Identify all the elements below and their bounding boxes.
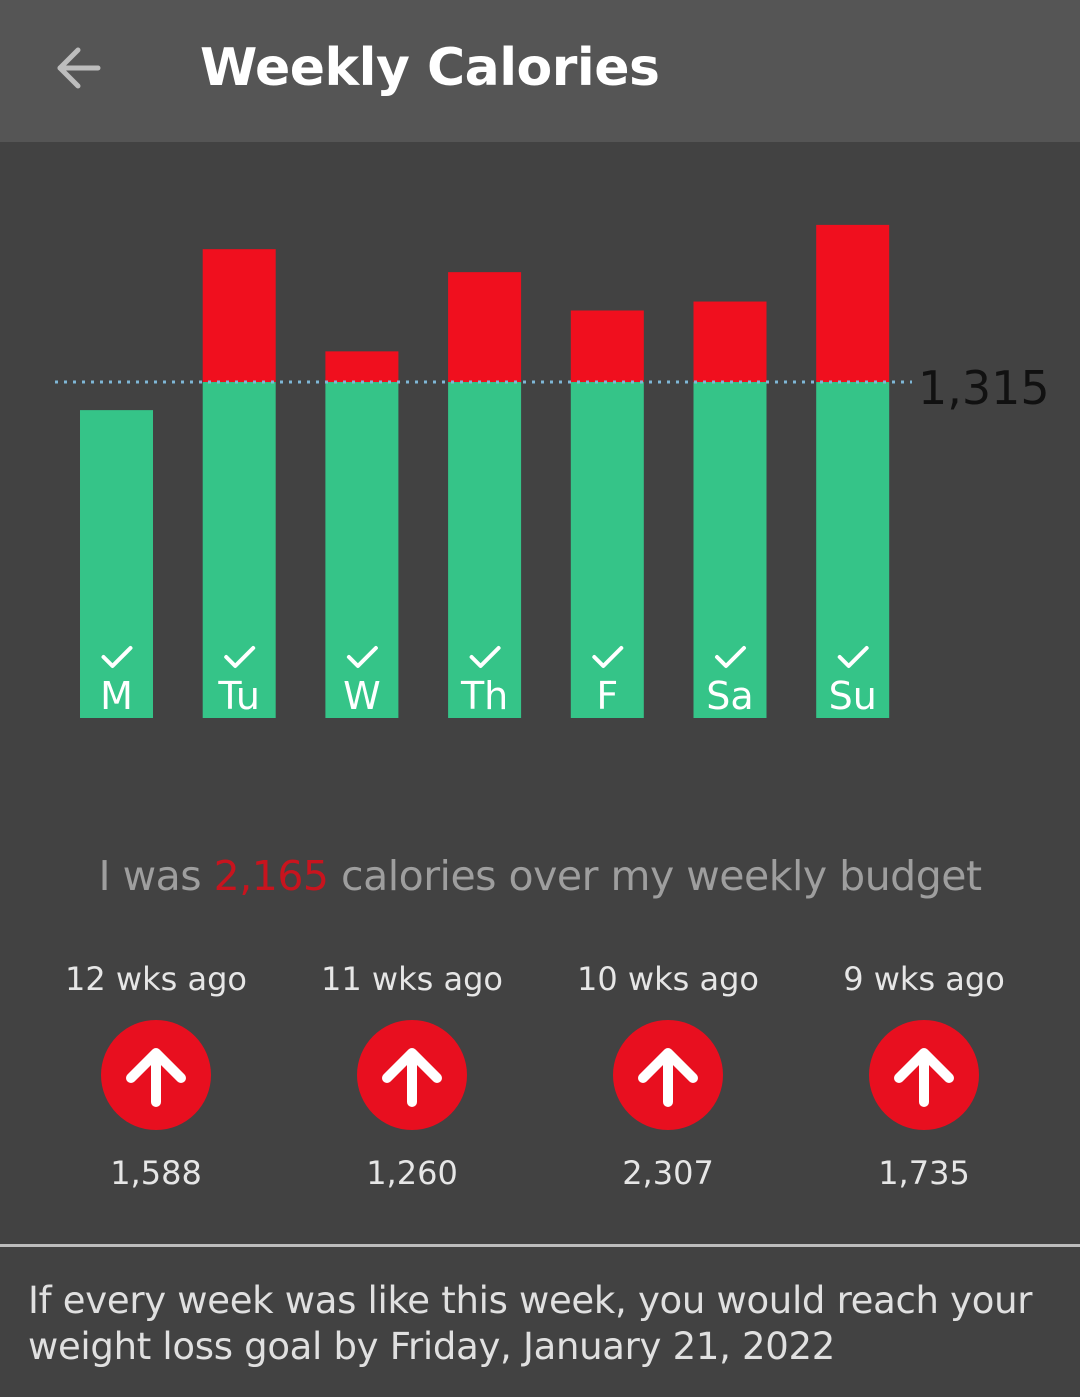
history-label: 12 wks ago [65,960,247,998]
history-label: 10 wks ago [577,960,759,998]
app-bar: Weekly Calories [0,0,1080,142]
over-budget-badge [613,1020,723,1130]
bar-under-budget-tu[interactable] [202,382,276,718]
bar-over-budget-th[interactable] [448,272,522,383]
bar-under-budget-w[interactable] [325,382,399,718]
day-label-f: F [596,674,618,718]
weekly-history: 12 wks ago 1,588 11 wks ago 1,260 10 wks… [0,960,1080,1200]
bar-over-budget-f[interactable] [570,310,644,383]
history-value: 2,307 [622,1154,714,1192]
chart-svg: M Tu W Th F Sa Su 1,315 [55,224,1050,718]
history-value: 1,588 [110,1154,202,1192]
bar-over-budget-tu[interactable] [202,249,276,383]
summary-suffix: calories over my weekly budget [328,852,982,900]
day-label-tu: Tu [217,674,260,718]
arrow-up-icon [638,1048,698,1107]
arrow-up-icon [126,1048,186,1107]
check-icon [837,646,869,668]
budget-label: 1,315 [918,361,1050,415]
bar-under-budget-th[interactable] [448,382,522,718]
check-icon [592,646,624,668]
summary-prefix: I was [98,852,214,900]
history-item-10-wks-ago[interactable]: 10 wks ago 2,307 [540,960,796,1192]
history-label: 11 wks ago [321,960,503,998]
bar-over-budget-sa[interactable] [693,301,767,383]
weekly-summary: I was 2,165 calories over my weekly budg… [0,852,1080,900]
history-label: 9 wks ago [843,960,1005,998]
arrow-left-icon [57,47,101,89]
history-value: 1,260 [366,1154,458,1192]
summary-over-amount: 2,165 [213,852,329,900]
day-label-w: W [343,674,381,718]
check-icon [469,646,501,668]
bar-over-budget-w[interactable] [325,351,399,383]
bar-under-budget-sa[interactable] [693,382,767,718]
check-icon [715,646,746,668]
bar-under-budget-m[interactable] [80,410,153,718]
check-icon [346,646,378,668]
over-budget-badge [869,1020,979,1130]
bar-under-budget-su[interactable] [816,382,890,718]
page-title: Weekly Calories [200,38,660,98]
arrow-up-icon [894,1048,954,1107]
history-item-9-wks-ago[interactable]: 9 wks ago 1,735 [796,960,1052,1192]
over-budget-badge [357,1020,467,1130]
goal-projection-text: If every week was like this week, you wo… [28,1279,1033,1368]
day-label-sa: Sa [706,674,753,718]
check-icon [224,646,256,668]
check-icon [101,646,133,668]
day-label-m: M [100,674,133,718]
history-item-11-wks-ago[interactable]: 11 wks ago 1,260 [284,960,540,1192]
over-budget-badge [101,1020,211,1130]
history-item-12-wks-ago[interactable]: 12 wks ago 1,588 [28,960,284,1192]
history-value: 1,735 [878,1154,970,1192]
weekly-calorie-chart: M Tu W Th F Sa Su 1,315 [0,142,1080,782]
bar-over-budget-su[interactable] [816,224,890,383]
day-label-th: Th [460,674,508,718]
arrow-up-icon [382,1048,442,1107]
day-label-su: Su [829,674,877,718]
bar-under-budget-f[interactable] [570,382,644,718]
back-button[interactable] [46,36,110,100]
divider [0,1244,1080,1247]
